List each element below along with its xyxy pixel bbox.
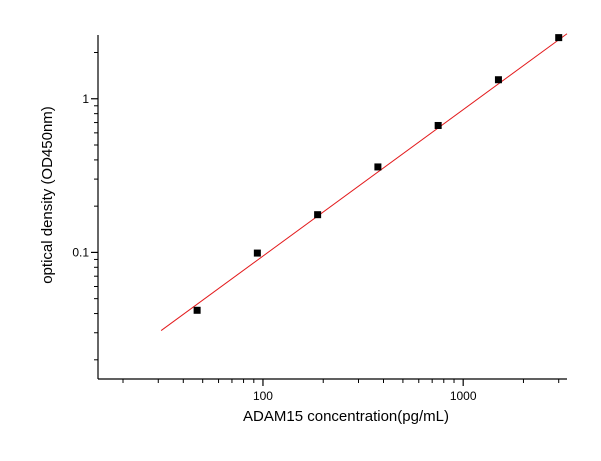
data-point — [253, 249, 261, 257]
data-points — [193, 34, 563, 314]
data-point — [193, 306, 201, 314]
y-tick-label: 0.1 — [72, 245, 89, 259]
tick-labels: 100 1000 0.1 1 — [72, 92, 477, 403]
data-point — [434, 121, 442, 129]
y-tick-label: 1 — [82, 92, 89, 106]
x-tick-label: 1000 — [450, 389, 477, 403]
data-point — [374, 163, 382, 171]
data-point — [314, 211, 322, 219]
axes-frame — [97, 35, 567, 380]
x-axis-label: ADAM15 concentration(pg/mL) — [243, 408, 449, 425]
y-axis-label: optical density (OD450nm) — [39, 106, 56, 284]
x-tick-label: 100 — [253, 389, 273, 403]
fit-line-group — [160, 33, 568, 331]
data-point — [555, 34, 563, 42]
minor-ticks — [94, 52, 560, 383]
fit-line — [160, 33, 568, 331]
data-point — [494, 76, 502, 84]
major-ticks — [91, 98, 464, 386]
